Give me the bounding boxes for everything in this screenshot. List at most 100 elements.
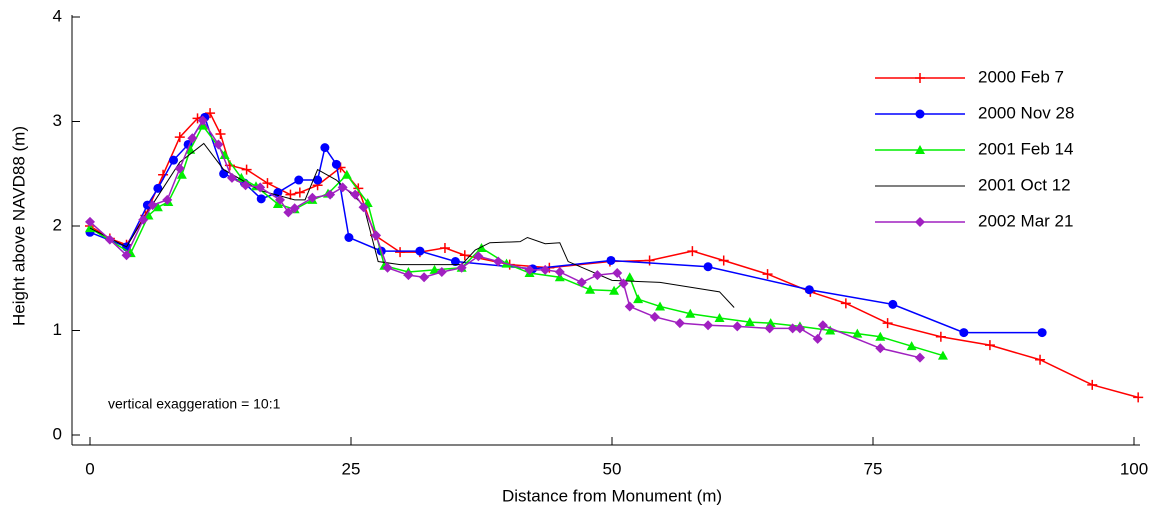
data-point [174,132,185,143]
data-point [275,194,286,205]
data-point [395,247,406,258]
data-point [241,164,252,175]
data-point [674,318,685,329]
data-point [226,172,237,183]
data-point [1035,354,1046,365]
data-point [459,250,470,261]
legend-label: 2002 Mar 21 [978,211,1073,230]
data-point [169,155,179,165]
data-point [313,175,323,185]
data-point [732,321,743,332]
data-point [147,200,158,211]
data-point [624,301,635,312]
data-point [817,320,828,331]
data-point [618,278,629,289]
data-point [852,328,863,338]
data-point [294,175,304,185]
data-point [187,133,198,144]
data-point [592,270,603,281]
data-point [350,189,361,200]
legend-label: 2000 Feb 7 [978,67,1064,86]
data-point [320,143,330,153]
data-point [162,194,173,205]
annotation: vertical exaggeration = 10:1 [108,396,281,412]
data-point [344,232,354,242]
y-tick-label: 2 [53,215,62,234]
data-point [606,255,616,265]
data-point [804,285,814,295]
data-point [906,341,917,351]
data-point [236,172,247,182]
data-point [554,266,565,277]
data-point [331,159,341,169]
data-point [1133,392,1144,403]
data-point [142,200,152,210]
legend-marker [915,145,925,154]
data-point [576,277,587,288]
data-point [219,149,230,159]
data-point [624,272,635,282]
x-tick-label: 50 [603,459,622,478]
data-point [633,294,644,304]
data-point [153,183,163,193]
data-point [825,325,836,335]
data-point [812,333,823,344]
data-point [262,178,273,189]
series-line [89,119,921,359]
data-point [914,352,925,363]
data-point [138,214,149,225]
legend-marker [915,217,925,227]
data-point [1037,328,1047,338]
data-point [959,328,969,338]
data-point [882,318,893,329]
data-point [714,312,725,322]
data-point [685,308,696,318]
data-point [875,343,886,354]
data-point [382,262,393,273]
data-point [1087,379,1098,390]
data-point [205,108,216,119]
x-tick-label: 75 [864,459,883,478]
data-point [307,192,318,203]
data-point [703,262,713,272]
data-point [436,266,447,277]
data-point [197,115,208,126]
data-point [353,183,364,194]
data-point [294,187,305,198]
data-point [703,320,714,331]
data-point [794,323,805,334]
data-point [174,163,185,174]
data-point [937,350,948,360]
data-point [283,207,294,218]
data-point [935,331,946,342]
legend-label: 2001 Oct 12 [978,175,1071,194]
x-axis-label: Distance from Monument (m) [502,486,722,505]
data-point [285,189,296,200]
data-point [358,202,369,213]
data-point [984,340,995,351]
x-tick-label: 25 [342,459,361,478]
data-point [744,317,755,327]
data-point [524,264,535,275]
data-point [687,246,698,257]
data-point [289,203,300,214]
data-point [787,323,798,334]
x-tick-label: 100 [1120,459,1148,478]
legend-marker [915,73,925,83]
data-point [718,255,729,266]
data-point [213,139,224,150]
series-line [89,142,735,308]
data-point [540,264,551,275]
data-point [240,180,251,191]
legend-marker [915,109,925,119]
data-point [840,298,851,309]
data-point [215,129,226,140]
x-tick-label: 0 [85,459,94,478]
y-tick-label: 3 [53,111,62,130]
data-point [429,264,440,274]
data-point [85,216,95,227]
data-point [176,169,187,179]
y-tick-label: 4 [53,6,62,25]
